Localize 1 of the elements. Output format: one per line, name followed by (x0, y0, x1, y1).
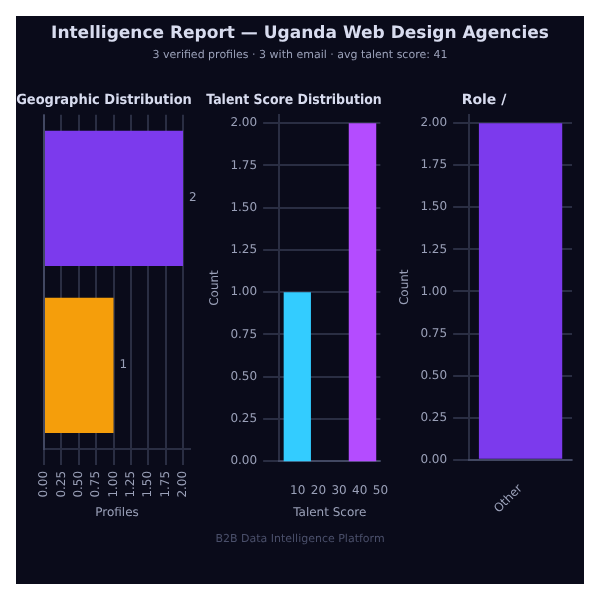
text: Intelligence Report — Uganda Web Design Agencies (49, 24, 551, 44)
